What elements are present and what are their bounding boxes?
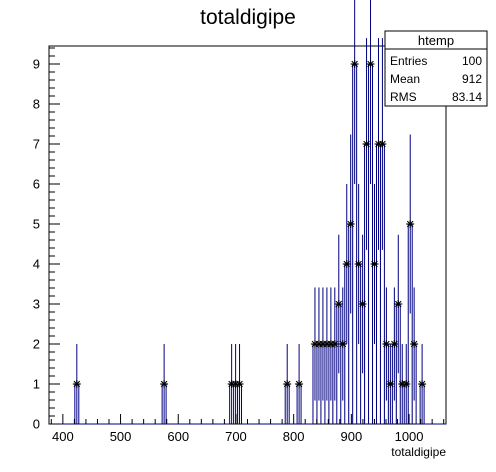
bin-marker bbox=[362, 140, 371, 148]
histogram-bin bbox=[406, 134, 415, 314]
bin-marker bbox=[160, 380, 169, 388]
x-tick-label: 600 bbox=[167, 429, 189, 444]
stats-box: htemp Entries 100 Mean 912 RMS 83.14 bbox=[384, 30, 488, 107]
y-tick-label: 3 bbox=[33, 297, 40, 312]
histogram-bin bbox=[354, 184, 363, 344]
stats-rms-label: RMS bbox=[390, 90, 417, 104]
histogram-bin bbox=[390, 287, 399, 401]
y-tick-label: 9 bbox=[33, 57, 40, 72]
bin-marker bbox=[283, 380, 292, 388]
y-tick-label: 6 bbox=[33, 177, 40, 192]
y-tick-label: 0 bbox=[33, 417, 40, 432]
x-tick-label: 400 bbox=[52, 429, 74, 444]
bin-marker bbox=[346, 220, 355, 228]
histogram-bin bbox=[72, 344, 81, 424]
x-tick-label: 800 bbox=[283, 429, 305, 444]
histogram-bin bbox=[358, 234, 367, 374]
histogram-bin bbox=[283, 344, 292, 424]
histogram-bin bbox=[402, 344, 411, 424]
bin-marker bbox=[342, 260, 351, 268]
bin-marker bbox=[394, 300, 403, 308]
histogram-bin bbox=[362, 38, 371, 250]
stats-box-title: htemp bbox=[418, 33, 454, 48]
x-tick-label: 1000 bbox=[395, 429, 424, 444]
x-axis-label: totaldigipe bbox=[391, 445, 446, 459]
histogram-bin bbox=[418, 344, 427, 424]
bin-marker bbox=[295, 380, 304, 388]
stats-rms-value: 83.14 bbox=[452, 90, 482, 104]
bin-marker bbox=[330, 340, 339, 348]
bin-marker bbox=[390, 340, 399, 348]
histogram-bin bbox=[334, 234, 343, 374]
histogram-bin bbox=[338, 287, 347, 401]
bin-marker bbox=[406, 220, 415, 228]
bin-marker bbox=[410, 340, 419, 348]
bin-marker bbox=[72, 380, 81, 388]
bin-marker bbox=[402, 380, 411, 388]
bin-marker bbox=[354, 260, 363, 268]
histogram-bin bbox=[160, 344, 169, 424]
stats-mean-label: Mean bbox=[390, 72, 420, 86]
stats-entries-label: Entries bbox=[390, 54, 427, 68]
bin-marker bbox=[366, 60, 375, 68]
y-tick-label: 8 bbox=[33, 97, 40, 112]
bin-marker bbox=[370, 260, 379, 268]
axis-ticks: 400 500 600 700 800 900 1000 0 1 2 3 4 5 6 7 8 9 bbox=[33, 47, 445, 444]
x-tick-label: 900 bbox=[341, 429, 363, 444]
histogram-bin bbox=[370, 184, 379, 344]
stats-mean-value: 912 bbox=[462, 72, 482, 86]
histogram-bin bbox=[350, 0, 359, 184]
x-tick-label: 500 bbox=[110, 429, 132, 444]
bin-marker bbox=[235, 380, 244, 388]
bin-marker bbox=[350, 60, 359, 68]
bin-marker bbox=[338, 340, 347, 348]
y-tick-label: 7 bbox=[33, 137, 40, 152]
y-tick-label: 1 bbox=[33, 377, 40, 392]
y-tick-label: 4 bbox=[33, 257, 40, 272]
stats-entries-value: 100 bbox=[462, 54, 482, 68]
histogram-bin bbox=[295, 344, 304, 424]
histogram-bin bbox=[378, 38, 387, 250]
histogram-bin bbox=[394, 234, 403, 374]
bin-marker bbox=[378, 140, 387, 148]
bin-marker bbox=[386, 380, 395, 388]
stats-box-frame bbox=[384, 30, 488, 107]
histogram-bin bbox=[235, 344, 244, 424]
histogram-layer bbox=[49, 0, 446, 425]
histogram-bin bbox=[330, 287, 339, 401]
x-tick-label: 700 bbox=[225, 429, 247, 444]
y-tick-label: 5 bbox=[33, 217, 40, 232]
bin-marker bbox=[334, 300, 343, 308]
histogram-bin bbox=[366, 0, 375, 184]
chart-title: totaldigipe bbox=[200, 6, 296, 29]
bin-marker bbox=[418, 380, 427, 388]
bin-marker bbox=[382, 340, 391, 348]
bin-marker bbox=[358, 300, 367, 308]
histogram-bin bbox=[346, 134, 355, 314]
histogram-bin bbox=[342, 184, 351, 344]
y-tick-label: 2 bbox=[33, 337, 40, 352]
histogram-bin bbox=[382, 287, 391, 401]
histogram-bin bbox=[410, 287, 419, 401]
histogram-bin bbox=[386, 344, 395, 424]
